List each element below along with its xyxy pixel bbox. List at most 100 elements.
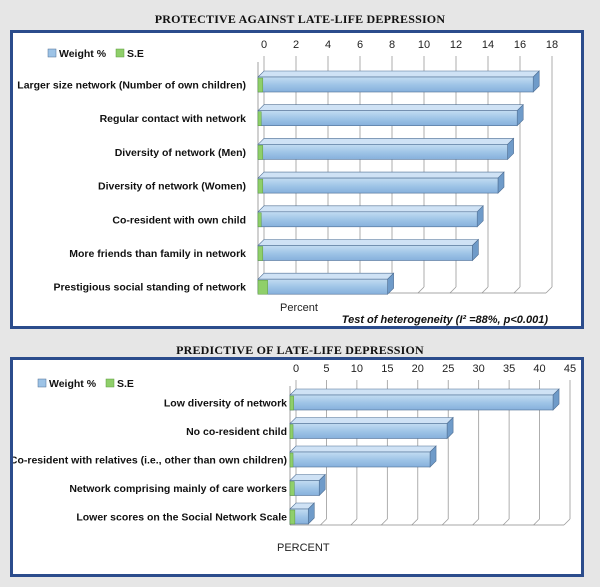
se-bar — [257, 111, 262, 126]
category-label: Regular contact with network — [100, 113, 247, 125]
tick-label: 30 — [473, 363, 485, 375]
gridline-foot — [563, 518, 571, 526]
x-axis-title: Percent — [280, 302, 318, 314]
tick-label: 40 — [533, 363, 545, 375]
legend-label-se: S.E — [127, 48, 144, 60]
tick-label: 12 — [450, 39, 462, 51]
bar-group — [257, 238, 480, 262]
weight-bar — [289, 394, 554, 411]
bar-group — [257, 272, 395, 295]
category-label: More friends than family in network — [69, 248, 246, 260]
heterogeneity-note: Test of heterogeneity (I² =88%, p<0.001) — [342, 314, 549, 326]
weight-bar — [257, 110, 518, 126]
weight-bar — [257, 278, 388, 295]
protective-chart-frame: 0 2 4 6 8 10 12 14 16 18 Larger size network (Numb… — [10, 30, 584, 329]
bar-group — [289, 445, 437, 468]
category-label: Diversity of network (Women) — [98, 181, 246, 193]
gridline-foot — [533, 518, 540, 526]
bar-group — [289, 502, 315, 525]
tick-label: 10 — [418, 39, 430, 51]
predictive-panel-title: PREDICTIVE OF LATE-LIFE DEPRESSION — [176, 343, 424, 357]
bar-group — [257, 205, 484, 228]
gridline-foot — [381, 518, 388, 526]
se-bar — [289, 395, 294, 411]
predictive-chart: 0 5 10 15 20 25 30 35 40 45 Low diversity of netwo… — [13, 363, 576, 554]
tick-label: 5 — [323, 363, 329, 375]
bar-group — [289, 416, 454, 440]
legend-swatch-weight — [47, 48, 57, 58]
legend-swatch-se — [105, 378, 115, 388]
legend-label-weight: Weight % — [49, 378, 97, 390]
bar-group — [257, 137, 515, 161]
category-label: Larger size network (Number of own child… — [17, 80, 246, 92]
bar-top-face — [257, 104, 524, 111]
tick-label: 4 — [325, 39, 331, 51]
se-bar — [257, 178, 264, 194]
bar-group — [257, 103, 524, 127]
clipped-caption-mark — [150, 0, 450, 4]
se-bar — [257, 145, 264, 160]
gridline-foot — [320, 518, 327, 526]
category-label: Co-resident with own child — [112, 214, 246, 226]
tick-label: 25 — [442, 363, 454, 375]
clipped-top-caption — [150, 0, 450, 4]
gridline-foot — [417, 286, 425, 294]
se-bar — [289, 424, 294, 439]
legend-label-se: S.E — [117, 378, 134, 390]
se-bar — [289, 509, 296, 525]
tick-label: 14 — [482, 39, 494, 51]
tick-label: 8 — [389, 39, 395, 51]
bar-top-face — [257, 171, 505, 179]
weight-bar — [289, 451, 431, 468]
tick-label: 45 — [564, 363, 576, 375]
tick-label: 2 — [293, 39, 299, 51]
gridline-foot — [481, 286, 489, 294]
legend: Weight % S.E — [37, 378, 134, 390]
tick-label: 0 — [261, 39, 267, 51]
se-bar — [257, 212, 262, 228]
category-label: Prestigious social standing of network — [53, 282, 246, 294]
bar-top-face — [289, 417, 454, 424]
se-bar — [289, 452, 294, 468]
x-axis-title: PERCENT — [277, 542, 330, 554]
weight-bar — [257, 211, 478, 228]
tick-label: 18 — [546, 39, 558, 51]
gridline-foot — [545, 286, 553, 294]
gridline-foot — [502, 518, 510, 526]
gridline-foot — [449, 286, 457, 294]
bar-group — [289, 473, 326, 497]
se-bar — [257, 246, 264, 261]
bar-top-face — [257, 272, 395, 280]
bar-top-face — [289, 388, 560, 396]
predictive-chart-frame: 0 5 10 15 20 25 30 35 40 45 Low diversity of netwo… — [10, 357, 584, 577]
tick-label: 0 — [293, 363, 299, 375]
se-bar — [257, 279, 268, 295]
bar-top-face — [257, 205, 484, 213]
protective-chart: 0 2 4 6 8 10 12 14 16 18 Larger size network (Numb… — [17, 39, 558, 326]
category-label: Network comprising mainly of care worker… — [69, 483, 287, 495]
category-label: Co-resident with relatives (i.e., other … — [13, 455, 287, 467]
bar-top-face — [289, 445, 437, 453]
gridline-foot — [411, 518, 419, 526]
category-label: Low diversity of network — [164, 398, 287, 410]
se-bar — [257, 77, 264, 93]
tick-label: 6 — [357, 39, 363, 51]
bar-group — [257, 171, 505, 194]
gridline-foot — [441, 518, 449, 526]
bar-top-face — [257, 70, 540, 78]
category-label: No co-resident child — [186, 426, 287, 438]
se-bar — [289, 481, 295, 496]
gridline-foot — [472, 518, 479, 526]
tick-label: 15 — [381, 363, 393, 375]
legend: Weight % S.E — [47, 48, 144, 60]
gridline-foot — [350, 518, 358, 526]
bar-group — [289, 388, 560, 411]
weight-bar — [257, 177, 499, 194]
tick-label: 16 — [514, 39, 526, 51]
bar-top-face — [257, 138, 515, 145]
category-label: Lower scores on the Social Network Scale — [76, 512, 287, 524]
legend-swatch-weight — [37, 378, 47, 388]
legend-label-weight: Weight % — [59, 48, 107, 60]
bar-top-face — [257, 239, 480, 246]
tick-label: 35 — [503, 363, 515, 375]
